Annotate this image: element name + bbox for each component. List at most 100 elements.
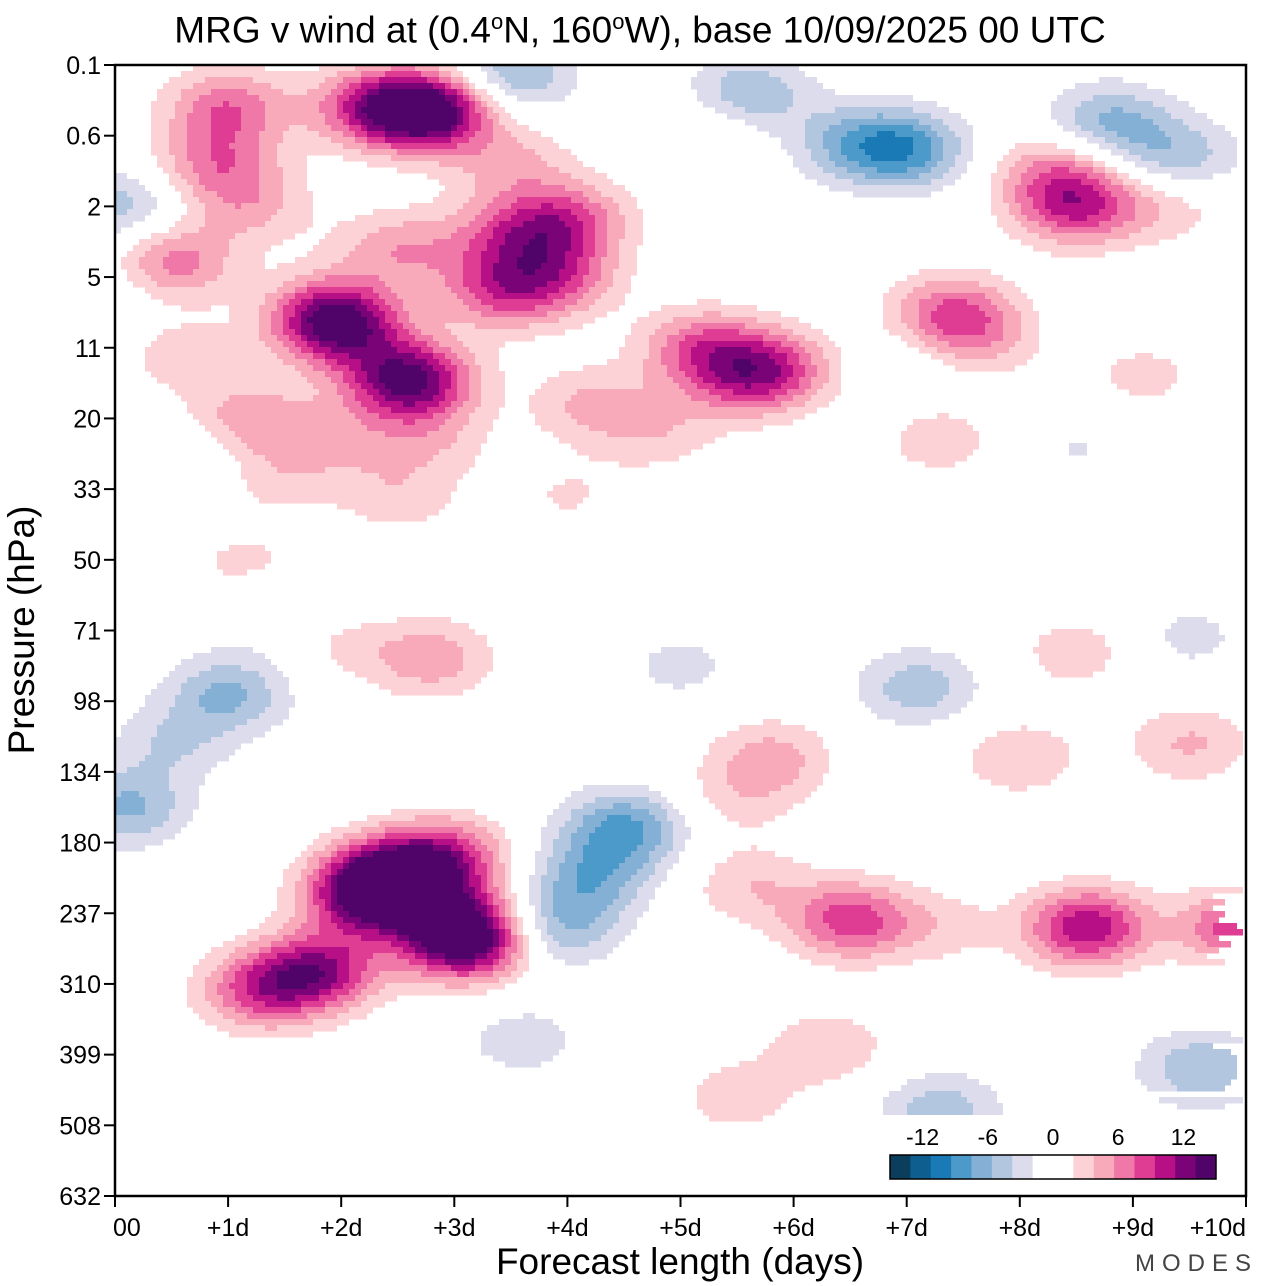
contour-cell xyxy=(1135,203,1159,210)
contour-cell xyxy=(493,857,499,864)
contour-cell xyxy=(601,275,613,282)
contour-cell xyxy=(1027,215,1045,222)
contour-cell xyxy=(709,743,745,750)
contour-cell xyxy=(235,233,295,240)
contour-cell xyxy=(379,365,421,372)
contour-cell xyxy=(505,965,517,972)
contour-cell xyxy=(409,341,427,348)
contour-cell xyxy=(337,383,349,390)
contour-cell xyxy=(343,917,361,924)
contour-cell xyxy=(811,359,829,366)
colorbar-tick-label: 12 xyxy=(1171,1124,1197,1150)
contour-cell xyxy=(403,401,415,408)
contour-cell xyxy=(1051,251,1105,258)
contour-cell xyxy=(643,371,667,378)
contour-cell xyxy=(1177,737,1207,744)
contour-cell xyxy=(943,359,1027,366)
contour-cell xyxy=(241,965,253,972)
contour-cell xyxy=(127,767,169,774)
contour-cell xyxy=(541,881,553,888)
contour-cell xyxy=(1147,719,1231,726)
contour-cell xyxy=(187,149,211,156)
degree-symbol-2: o xyxy=(612,9,625,34)
contour-cell xyxy=(199,263,223,270)
contour-cell xyxy=(523,269,535,276)
contour-cell xyxy=(883,1109,907,1116)
contour-cell xyxy=(211,737,253,744)
contour-cell xyxy=(349,857,355,864)
contour-cell xyxy=(601,293,625,300)
contour-cell xyxy=(877,929,901,936)
contour-cell xyxy=(475,965,493,972)
contour-cell xyxy=(1129,137,1171,144)
contour-cell xyxy=(601,935,625,942)
contour-cell xyxy=(727,731,817,738)
contour-cell xyxy=(733,389,769,396)
contour-cell xyxy=(1105,203,1117,210)
contour-cell xyxy=(205,983,217,990)
contour-cell xyxy=(319,977,337,984)
contour-cell xyxy=(325,899,331,906)
contour-cell xyxy=(1057,119,1075,126)
contour-cell xyxy=(247,941,271,948)
contour-cell xyxy=(307,881,313,888)
contour-cell xyxy=(343,89,355,96)
contour-cell xyxy=(319,341,337,348)
contour-cell xyxy=(829,377,841,384)
contour-cell xyxy=(115,197,133,204)
contour-cell xyxy=(1153,1037,1243,1044)
contour-cell xyxy=(1039,233,1129,240)
contour-cell xyxy=(391,143,457,150)
contour-cell xyxy=(361,299,373,306)
contour-cell xyxy=(271,911,295,918)
contour-cell xyxy=(379,647,463,654)
contour-cell xyxy=(469,197,493,204)
contour-cell xyxy=(181,95,199,102)
contour-cell xyxy=(307,287,373,294)
contour-cell xyxy=(1099,77,1123,84)
contour-cell xyxy=(379,989,487,996)
contour-cell xyxy=(541,833,559,840)
contour-cell xyxy=(829,371,841,378)
contour-cell xyxy=(493,881,505,888)
contour-cell xyxy=(1063,953,1111,960)
contour-cell xyxy=(373,953,397,960)
contour-cell xyxy=(475,179,517,186)
contour-cell xyxy=(649,347,661,354)
x-tick-label: +4d xyxy=(546,1214,588,1242)
contour-cell xyxy=(481,371,505,378)
contour-cell xyxy=(499,935,505,942)
contour-cell xyxy=(115,203,133,210)
contour-cell xyxy=(769,71,805,78)
contour-cell xyxy=(991,203,1009,210)
contour-cell xyxy=(517,917,523,924)
contour-cell xyxy=(991,173,1009,180)
contour-cell xyxy=(367,233,451,240)
contour-cell xyxy=(583,275,601,282)
contour-cell xyxy=(169,785,199,792)
contour-cell xyxy=(991,197,1003,204)
contour-cell xyxy=(361,119,373,126)
contour-cell xyxy=(397,329,409,336)
contour-cell xyxy=(1171,623,1219,630)
contour-cell xyxy=(175,221,205,228)
contour-cell xyxy=(307,863,319,870)
contour-cell xyxy=(163,677,187,684)
contour-cell xyxy=(469,95,475,102)
contour-cell xyxy=(949,683,979,690)
contour-cell xyxy=(1009,899,1033,906)
contour-cell xyxy=(139,257,163,264)
contour-cell xyxy=(1135,731,1189,738)
contour-cell xyxy=(1177,1085,1225,1092)
contour-cell xyxy=(331,893,337,900)
contour-cell xyxy=(397,953,415,960)
contour-cell xyxy=(181,173,199,180)
contour-cell xyxy=(301,875,307,882)
contour-cell xyxy=(643,833,661,840)
contour-cell xyxy=(583,803,613,810)
contour-cell xyxy=(595,221,607,228)
contour-cell xyxy=(541,929,547,936)
contour-cell xyxy=(217,161,235,168)
contour-cell xyxy=(763,413,805,420)
contour-cell xyxy=(355,371,367,378)
